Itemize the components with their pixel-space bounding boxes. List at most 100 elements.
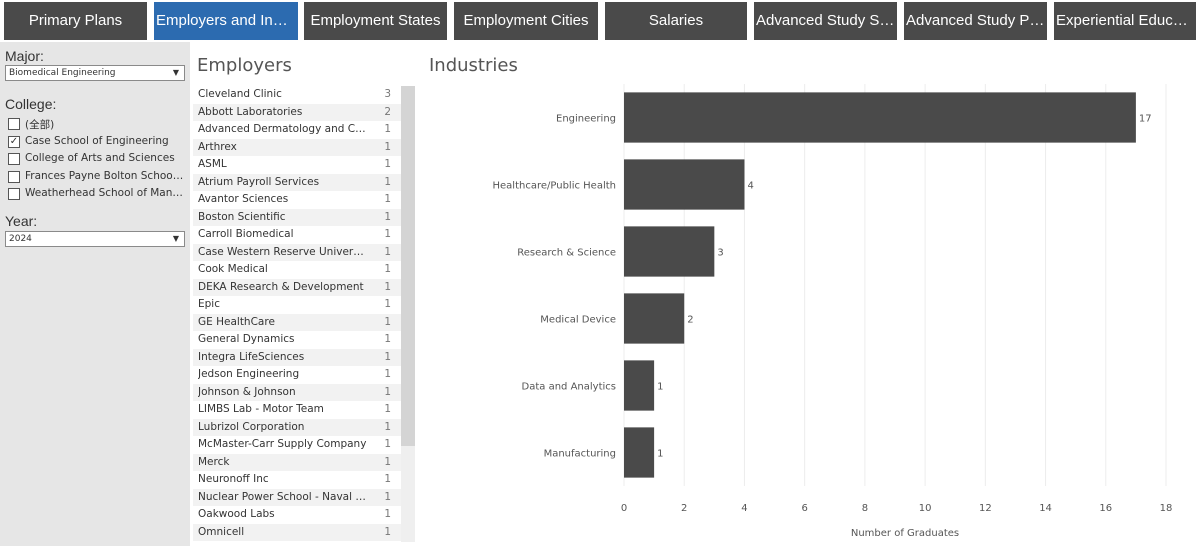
college-option[interactable]: Frances Payne Bolton School of Nursing (8, 169, 186, 186)
x-axis-title: Number of Graduates (851, 528, 959, 539)
tab-employment-cities[interactable]: Employment Cities (454, 2, 598, 40)
employer-row[interactable]: Cook Medical 1 (193, 261, 401, 279)
industry-bar[interactable] (624, 159, 745, 210)
employer-name: Lubrizol Corporation (198, 420, 305, 433)
employer-name: Neuronoff Inc (198, 473, 269, 485)
employer-count: 1 (384, 123, 391, 135)
employer-row[interactable]: Lubrizol Corporation 1 (193, 418, 401, 436)
x-tick-label: 14 (1039, 503, 1052, 514)
employer-row[interactable]: GE HealthCare 1 (193, 313, 401, 331)
employer-name: Integra LifeSciences (198, 350, 305, 363)
checkbox-unchecked-icon[interactable] (8, 170, 20, 183)
x-tick-label: 2 (681, 503, 687, 514)
tab-advanced-study-programs[interactable]: Advanced Study Programs (904, 2, 1047, 40)
tab-employers-and-industries[interactable]: Employers and Industries (154, 2, 298, 40)
employers-scrollbar-thumb[interactable] (401, 86, 415, 446)
tab-employment-states[interactable]: Employment States (304, 2, 447, 40)
employer-row[interactable]: Merck 1 (193, 453, 401, 471)
checkbox-checked-icon[interactable]: ✓ (8, 135, 20, 148)
checkbox-unchecked-icon[interactable] (8, 118, 20, 130)
industries-title: Industries (429, 55, 518, 76)
employer-row[interactable]: Arthrex 1 (193, 138, 401, 156)
employer-name: Avantor Sciences (198, 193, 289, 205)
employer-row[interactable]: LIMBS Lab - Motor Team 1 (193, 401, 401, 419)
employer-row[interactable]: Cleveland Clinic 3 (193, 86, 401, 104)
employer-row[interactable]: Oakwood Labs 1 (193, 506, 401, 524)
industry-category-label: Medical Device (540, 315, 616, 326)
employer-name: General Dynamics (198, 333, 295, 345)
employer-row[interactable]: Avantor Sciences 1 (193, 191, 401, 209)
employer-row[interactable]: Jedson Engineering 1 (193, 366, 401, 384)
college-option[interactable]: (全部) (8, 116, 186, 133)
x-tick-label: 18 (1160, 503, 1173, 514)
employer-row[interactable]: Carroll Biomedical 1 (193, 226, 401, 244)
employer-count: 3 (384, 88, 391, 100)
tab-salaries[interactable]: Salaries (605, 2, 747, 40)
employer-row[interactable]: Epic 1 (193, 296, 401, 314)
checkbox-unchecked-icon[interactable] (8, 188, 20, 200)
employer-row[interactable]: Case Western Reserve University 1 (193, 243, 401, 261)
employer-row[interactable]: Neuronoff Inc 1 (193, 471, 401, 489)
industry-bar[interactable] (624, 92, 1136, 143)
employer-name: Case Western Reserve University (198, 245, 368, 258)
employer-name: GE HealthCare (198, 315, 275, 328)
employer-count: 1 (384, 350, 391, 363)
employer-count: 1 (384, 333, 391, 345)
employer-row[interactable]: General Dynamics 1 (193, 331, 401, 349)
employers-title: Employers (197, 55, 292, 76)
employer-row[interactable]: DEKA Research & Development 1 (193, 278, 401, 296)
industry-category-label: Research & Science (517, 248, 616, 259)
tab-experiential-education[interactable]: Experiential Education (1054, 2, 1196, 40)
industry-bar[interactable] (624, 293, 685, 344)
industry-value-label: 1 (657, 382, 663, 393)
employer-count: 1 (384, 245, 391, 258)
employer-row[interactable]: Boston Scientific 1 (193, 208, 401, 226)
industry-bar[interactable] (624, 427, 655, 478)
year-dropdown[interactable]: 2024 ▼ (5, 231, 185, 247)
employer-count: 1 (384, 315, 391, 328)
employer-row[interactable]: Johnson & Johnson 1 (193, 383, 401, 401)
employer-count: 1 (384, 525, 391, 538)
college-option-label: Case School of Engineering (25, 134, 169, 147)
employer-count: 1 (384, 473, 391, 485)
chevron-down-icon: ▼ (172, 68, 179, 77)
college-option[interactable]: ✓ Case School of Engineering (8, 134, 186, 151)
industry-value-label: 17 (1139, 114, 1152, 125)
college-option[interactable]: College of Arts and Sciences (8, 151, 186, 168)
major-filter-label: Major: (5, 48, 44, 64)
employer-row[interactable]: Advanced Dermatology and Cosmetic Surger… (193, 121, 401, 139)
tab-advanced-study-schools[interactable]: Advanced Study Schools (754, 2, 897, 40)
industry-value-label: 1 (657, 449, 663, 460)
industry-value-label: 4 (747, 181, 753, 192)
college-option[interactable]: Weatherhead School of Management (8, 186, 186, 203)
chevron-down-icon: ▼ (172, 234, 179, 243)
employer-count: 2 (384, 105, 391, 118)
major-dropdown[interactable]: Biomedical Engineering ▼ (5, 65, 185, 81)
employer-row[interactable]: ASML 1 (193, 156, 401, 174)
tab-primary-plans[interactable]: Primary Plans (4, 2, 147, 40)
industry-bar[interactable] (624, 360, 655, 411)
employer-count: 1 (384, 490, 391, 503)
college-option-label: Weatherhead School of Management (25, 187, 185, 199)
employer-row[interactable]: Nuclear Power School - Naval Nuclear 1 (193, 488, 401, 506)
year-dropdown-value: 2024 (9, 234, 32, 244)
employer-row[interactable]: McMaster-Carr Supply Company 1 (193, 436, 401, 454)
employer-row[interactable]: Atrium Payroll Services 1 (193, 173, 401, 191)
college-option-label: Frances Payne Bolton School of Nursing (25, 169, 185, 182)
employer-count: 1 (384, 175, 391, 188)
industry-bar[interactable] (624, 226, 715, 277)
employer-count: 1 (384, 228, 391, 240)
employer-name: Johnson & Johnson (198, 385, 296, 398)
industry-value-label: 3 (717, 248, 723, 259)
employer-count: 1 (384, 158, 391, 170)
employer-name: Nuclear Power School - Naval Nuclear (198, 490, 368, 503)
employers-table[interactable]: Cleveland Clinic 3 Abbott Laboratories 2 Adv… (193, 86, 415, 542)
filter-panel: Major: Biomedical Engineering ▼ College:… (0, 42, 190, 546)
employer-row[interactable]: Abbott Laboratories 2 (193, 103, 401, 121)
employer-row[interactable]: Omnicell 1 (193, 523, 401, 541)
employer-name: ASML (198, 158, 227, 170)
employers-scrollbar[interactable] (401, 86, 415, 542)
employer-row[interactable]: Integra LifeSciences 1 (193, 348, 401, 366)
employer-name: Boston Scientific (198, 210, 286, 223)
checkbox-unchecked-icon[interactable] (8, 153, 20, 165)
